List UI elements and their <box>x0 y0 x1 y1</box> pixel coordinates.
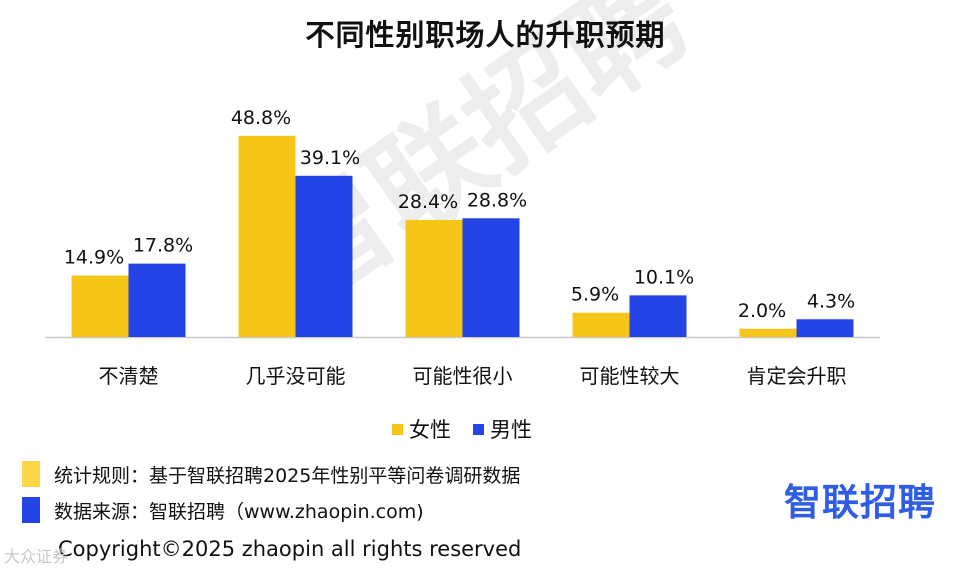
bar-female-2 <box>405 219 463 337</box>
legend-item-female: 女性 <box>392 414 451 444</box>
category-label-2: 可能性很小 <box>413 364 513 388</box>
copyright: Copyright©2025 zhaopin all rights reserv… <box>58 537 522 561</box>
data-label-male-1: 39.1% <box>300 147 360 169</box>
note-source: 数据来源：智联招聘（www.zhaopin.com) <box>22 492 520 528</box>
bar-female-4 <box>739 328 797 337</box>
bar-male-3 <box>629 295 687 337</box>
data-label-male-4: 4.3% <box>807 290 855 312</box>
note-rule: 统计规则：基于智联招聘2025年性别平等问卷调研数据 <box>22 456 520 492</box>
data-label-female-2: 28.4% <box>398 191 458 213</box>
legend-swatch-female <box>392 423 403 435</box>
corner-watermark: 大众证券 <box>4 547 69 566</box>
note-rule-swatch <box>22 461 40 487</box>
category-label-4: 肯定会升职 <box>747 364 847 388</box>
data-label-female-0: 14.9% <box>64 247 124 269</box>
data-label-female-1: 48.8% <box>231 107 291 129</box>
bar-female-3 <box>572 312 630 337</box>
legend-swatch-male <box>473 423 484 435</box>
legend-label-female: 女性 <box>409 418 451 442</box>
legend-label-male: 男性 <box>490 418 532 442</box>
bar-chart: 14.9% 17.8% 不清楚 48.8% 39.1% 几乎没可能 28.4% 28.8% 可能… <box>45 107 880 388</box>
note-source-swatch <box>22 497 40 523</box>
data-label-female-3: 5.9% <box>571 284 619 306</box>
bar-male-2 <box>462 218 520 337</box>
legend: 女性 男性 <box>392 414 532 444</box>
category-label-3: 可能性较大 <box>580 364 680 388</box>
data-label-male-2: 28.8% <box>467 189 527 211</box>
category-label-1: 几乎没可能 <box>246 364 346 388</box>
legend-item-male: 男性 <box>473 414 532 444</box>
bar-female-1 <box>238 135 296 337</box>
note-source-text: 数据来源：智联招聘（www.zhaopin.com) <box>54 500 424 523</box>
bar-male-4 <box>796 319 854 337</box>
bar-male-1 <box>295 175 353 337</box>
data-label-male-0: 17.8% <box>133 235 193 257</box>
data-label-male-3: 10.1% <box>634 266 694 288</box>
category-label-0: 不清楚 <box>99 364 159 388</box>
note-rule-text: 统计规则：基于智联招聘2025年性别平等问卷调研数据 <box>54 464 521 487</box>
footnotes: 统计规则：基于智联招聘2025年性别平等问卷调研数据 数据来源：智联招聘（www… <box>22 456 520 528</box>
chart-title: 不同性别职场人的升职预期 <box>305 18 666 52</box>
bar-female-0 <box>71 275 129 337</box>
brand-logo: 智联招聘 <box>784 481 936 524</box>
bar-male-0 <box>128 263 186 337</box>
data-label-female-4: 2.0% <box>738 300 786 322</box>
